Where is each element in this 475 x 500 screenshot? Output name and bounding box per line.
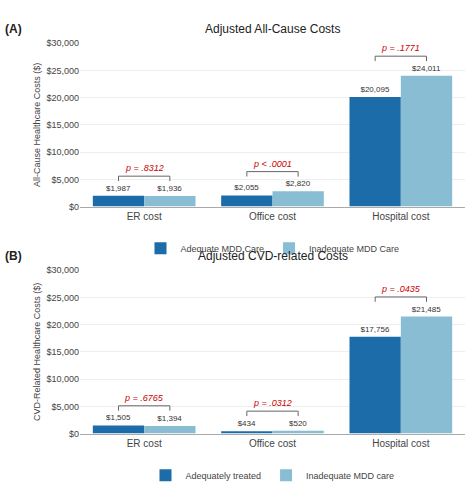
svg-text:$30,000: $30,000 [46,38,79,48]
svg-text:p = .0435: p = .0435 [381,284,421,294]
svg-text:$10,000: $10,000 [46,147,79,157]
svg-text:$21,485: $21,485 [412,305,441,314]
svg-text:$15,000: $15,000 [46,347,79,357]
svg-text:$25,000: $25,000 [46,66,79,76]
svg-text:p = .8312: p = .8312 [125,163,164,173]
svg-text:Hospital cost: Hospital cost [372,211,429,222]
svg-text:Office cost: Office cost [249,438,296,449]
svg-text:(B): (B) [5,249,22,263]
svg-text:ER cost: ER cost [127,438,162,449]
svg-text:p = .1771: p = .1771 [381,43,420,53]
svg-text:ER cost: ER cost [127,211,162,222]
svg-text:Hospital cost: Hospital cost [372,438,429,449]
svg-text:$5,000: $5,000 [51,402,79,412]
svg-text:$30,000: $30,000 [46,265,79,275]
svg-text:$0: $0 [69,202,79,212]
svg-text:Adequately treated: Adequately treated [186,471,262,481]
svg-text:Adequate MDD Care: Adequate MDD Care [181,244,265,254]
svg-text:Inadequate MDD Care: Inadequate MDD Care [309,244,399,254]
svg-text:$2,055: $2,055 [234,183,259,192]
svg-text:$15,000: $15,000 [46,120,79,130]
svg-text:$25,000: $25,000 [46,293,79,303]
svg-text:$0: $0 [69,429,79,439]
svg-text:$5,000: $5,000 [51,175,79,185]
svg-text:p = .6765: p = .6765 [124,393,164,403]
svg-text:CVD-Related Healthcare Costs (: CVD-Related Healthcare Costs ($) [32,283,42,421]
svg-text:(A): (A) [5,22,22,36]
svg-text:$520: $520 [289,419,307,428]
svg-text:$1,936: $1,936 [157,184,182,193]
svg-text:All-Cause Healthcare Costs ($): All-Cause Healthcare Costs ($) [32,63,42,187]
svg-text:$20,095: $20,095 [360,85,389,94]
svg-text:$20,000: $20,000 [46,93,79,103]
svg-text:$434: $434 [238,419,256,428]
svg-text:p < .0001: p < .0001 [253,159,292,169]
svg-text:$10,000: $10,000 [46,374,79,384]
svg-text:p = .0312: p = .0312 [253,398,292,408]
svg-text:Office cost: Office cost [249,211,296,222]
svg-text:$1,505: $1,505 [106,413,131,422]
svg-text:Adjusted CVD-related Costs: Adjusted CVD-related Costs [198,249,348,263]
svg-text:$20,000: $20,000 [46,320,79,330]
svg-text:$17,756: $17,756 [360,325,389,334]
svg-text:$1,394: $1,394 [157,414,182,423]
svg-text:Adjusted All-Cause Costs: Adjusted All-Cause Costs [205,22,340,36]
svg-text:$2,820: $2,820 [286,179,311,188]
svg-text:$24,011: $24,011 [412,64,441,73]
svg-text:Inadequate MDD care: Inadequate MDD care [306,471,394,481]
svg-text:$1,987: $1,987 [106,184,131,193]
